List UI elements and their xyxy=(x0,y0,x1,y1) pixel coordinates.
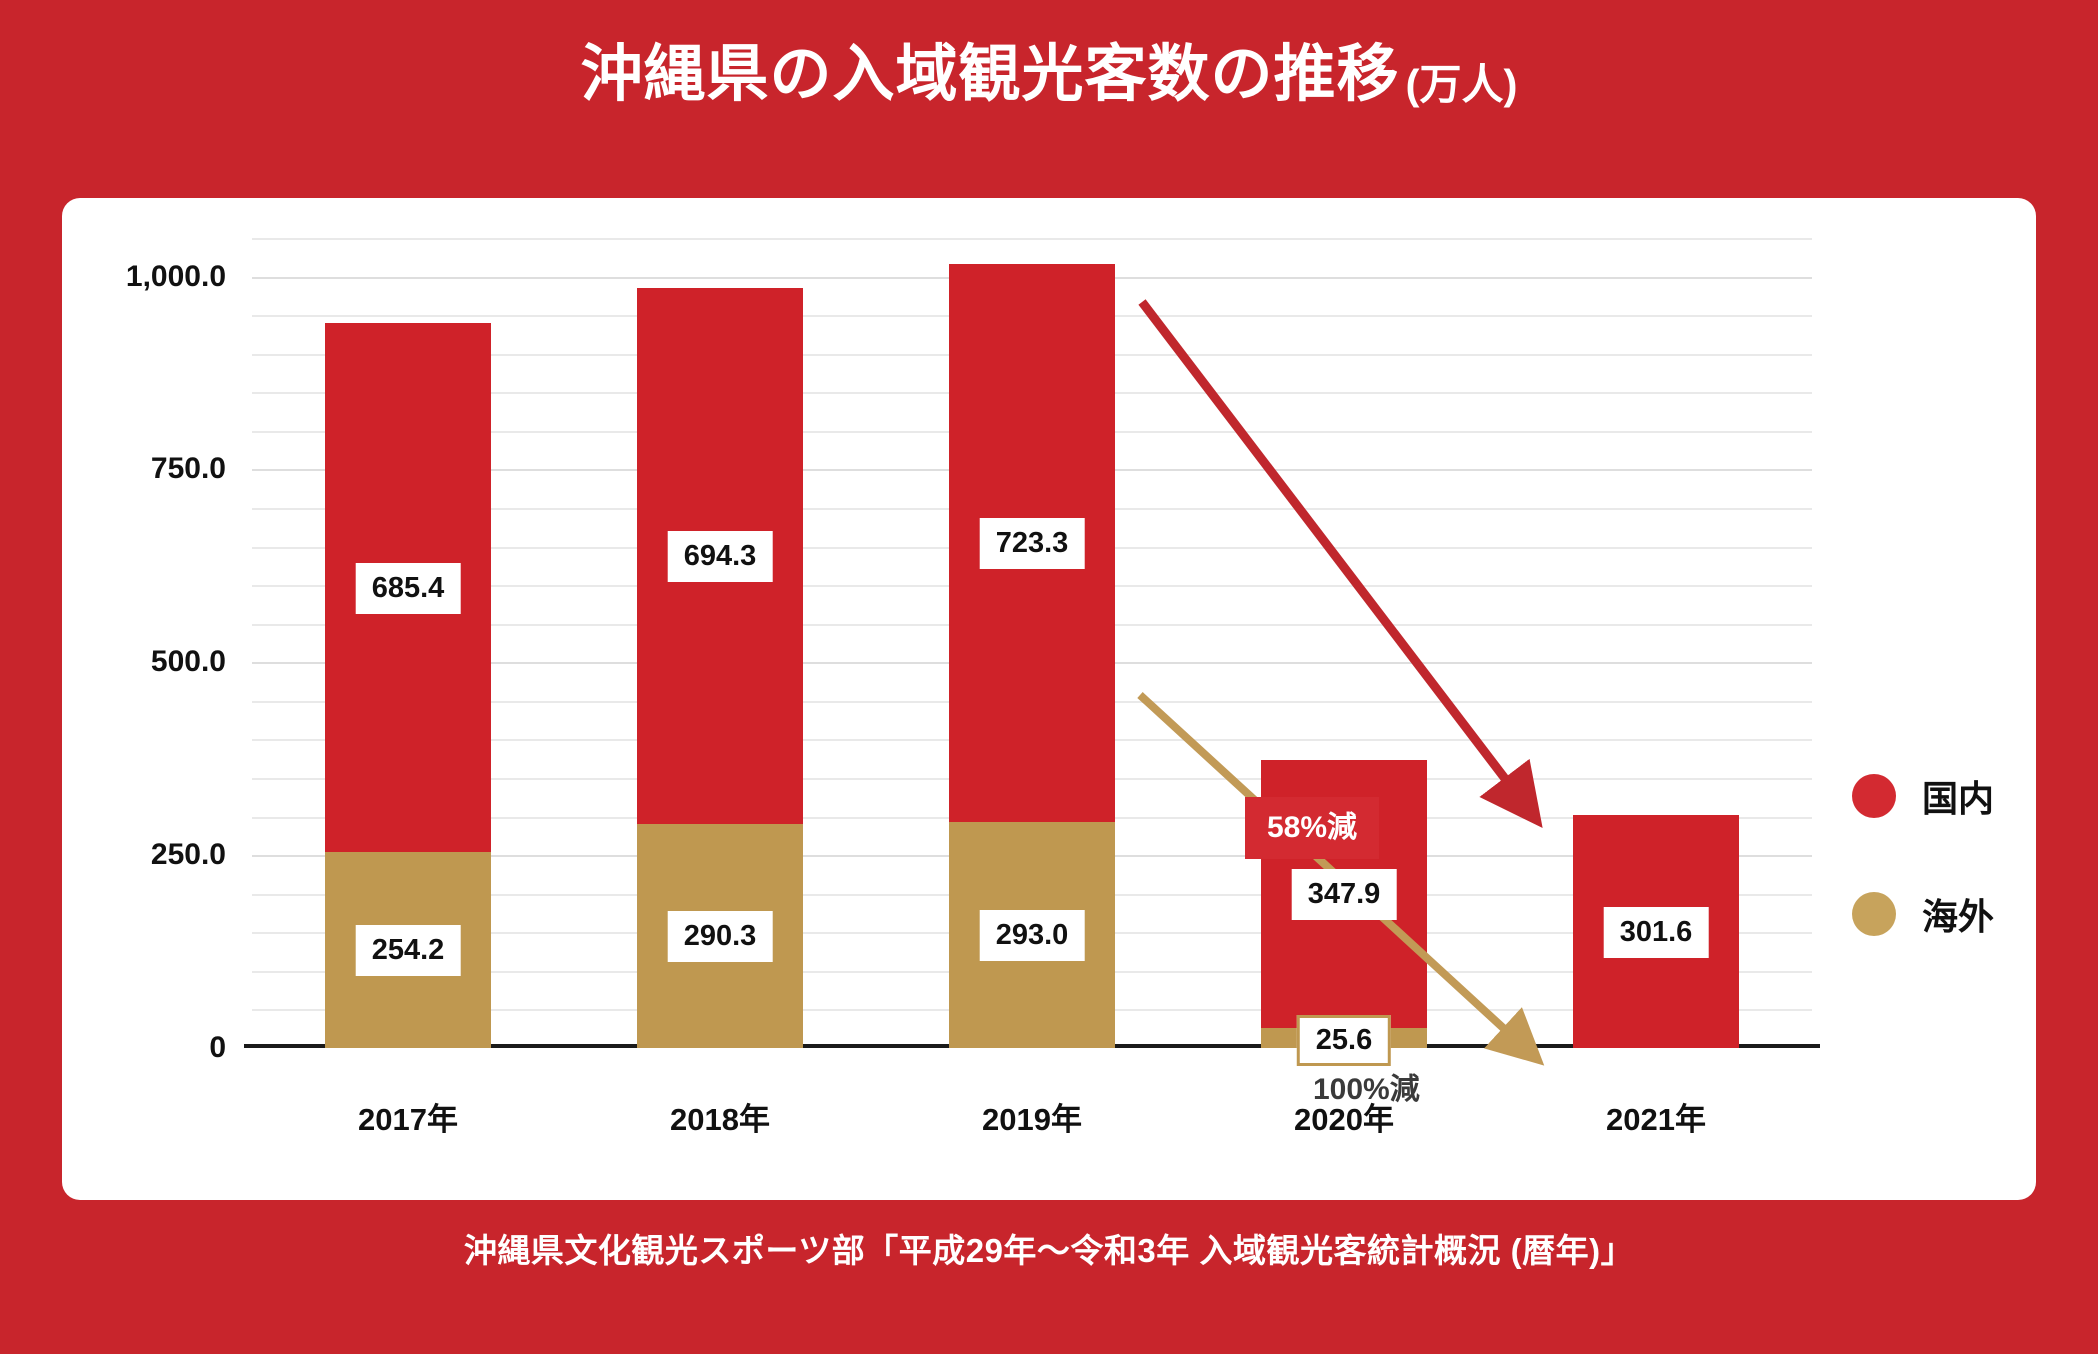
y-axis-tick-label: 1,000.0 xyxy=(125,259,226,293)
plot-area: 685.4 254.2 694.3 290.3 723.3 293.0 347.9 25.6 3… xyxy=(244,238,1820,1137)
value-label-overseas: 25.6 xyxy=(1296,1015,1392,1067)
legend-swatch-domestic-icon xyxy=(1852,774,1896,818)
bar-column[interactable]: 723.3 293.0 xyxy=(949,238,1115,1048)
value-label-domestic: 723.3 xyxy=(979,517,1085,569)
x-axis-tick-label: 2021年 xyxy=(1606,1102,1706,1137)
y-axis-labels: 0 250.0 500.0 750.0 1,000.0 xyxy=(62,238,242,1068)
bar-column[interactable]: 347.9 25.6 xyxy=(1261,238,1427,1067)
legend-label-overseas: 海外 xyxy=(1922,896,1995,937)
x-axis-labels: 2017年 2018年 2019年 2020年 2021年 xyxy=(252,1094,1812,1154)
value-label-overseas: 290.3 xyxy=(667,911,773,963)
y-axis-tick-label: 500.0 xyxy=(150,645,226,679)
y-axis-tick-label: 750.0 xyxy=(150,452,226,486)
value-label-overseas: 293.0 xyxy=(979,910,1085,961)
annotation-58-reduction: 58%減 xyxy=(1245,797,1380,859)
bar-column[interactable]: 694.3 290.3 xyxy=(637,238,803,1048)
bar-group: 685.4 254.2 694.3 290.3 723.3 293.0 347.9 25.6 3… xyxy=(252,238,1812,1067)
x-axis-tick-label: 2020年 xyxy=(1294,1102,1394,1137)
legend-item-overseas: 海外 xyxy=(1852,888,2022,940)
gridline xyxy=(252,238,1812,240)
value-label-overseas: 254.2 xyxy=(355,924,461,976)
x-axis-tick-label: 2017年 xyxy=(358,1102,458,1137)
source-caption: 沖縄県文化観光スポーツ部「平成29年〜令和3年 入域観光客統計概況 (暦年)」 xyxy=(463,1232,1635,1269)
value-label-domestic: 694.3 xyxy=(667,531,773,583)
y-axis-tick-label: 250.0 xyxy=(150,838,226,872)
value-label-domestic: 301.6 xyxy=(1603,906,1709,958)
chart-card: 0 250.0 500.0 750.0 1,000.0 685.4 254.2 694.3 2… xyxy=(62,198,2036,1200)
page-title-unit: (万人) xyxy=(1405,60,1518,108)
y-axis-tick-label: 0 xyxy=(209,1031,226,1064)
bar-column[interactable]: 685.4 254.2 xyxy=(325,238,491,1048)
legend-item-domestic: 国内 xyxy=(1852,770,2022,822)
legend-label-domestic: 国内 xyxy=(1922,778,1995,819)
annotation-100-reduction: 100%減 xyxy=(1313,1073,1420,1106)
bar-column[interactable]: 301.6 xyxy=(1573,238,1739,1048)
legend-swatch-overseas-icon xyxy=(1852,892,1896,936)
value-label-domestic: 347.9 xyxy=(1291,869,1397,921)
x-axis-tick-label: 2018年 xyxy=(670,1102,770,1137)
value-label-domestic: 685.4 xyxy=(355,562,461,614)
legend: 国内 海外 xyxy=(1852,770,2022,1006)
x-axis-tick-label: 2019年 xyxy=(982,1102,1082,1137)
page-title: 沖縄県の入域観光客数の推移 (万人) xyxy=(0,0,2098,150)
page-title-main: 沖縄県の入域観光客数の推移 xyxy=(580,40,1400,109)
